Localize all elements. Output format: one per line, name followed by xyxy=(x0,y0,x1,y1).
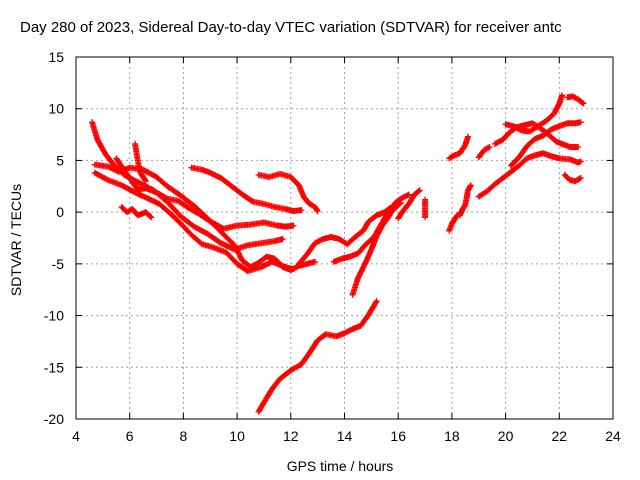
y-tick-label: 5 xyxy=(56,152,64,168)
series-track-4 xyxy=(113,155,297,232)
series-track-13 xyxy=(395,187,423,222)
chart-title: Day 280 of 2023, Sidereal Day-to-day VTE… xyxy=(20,19,562,36)
y-tick-label: -10 xyxy=(44,308,64,324)
x-tick-label: 4 xyxy=(72,428,80,444)
series-track-21 xyxy=(502,92,565,135)
series-track-8 xyxy=(255,170,321,215)
x-tick-label: 6 xyxy=(126,428,134,444)
series-track-14 xyxy=(422,196,429,221)
x-tick-label: 8 xyxy=(180,428,188,444)
series-track-12 xyxy=(255,298,380,415)
y-tick-label: 0 xyxy=(56,204,64,220)
x-tick-label: 18 xyxy=(444,428,460,444)
x-tick-label: 12 xyxy=(283,428,299,444)
series-track-6 xyxy=(118,204,155,221)
y-tick-label: 10 xyxy=(48,101,64,117)
y-tick-label: -5 xyxy=(52,256,65,272)
y-tick-label: 15 xyxy=(48,49,64,65)
series-track-9 xyxy=(295,205,394,267)
y-tick-label: -15 xyxy=(44,359,64,375)
series-track-11 xyxy=(349,199,404,298)
x-tick-label: 14 xyxy=(337,428,353,444)
series-track-24 xyxy=(564,93,587,107)
series-track-16 xyxy=(457,182,474,219)
series-track-20 xyxy=(475,144,493,161)
series-track-15 xyxy=(446,212,461,234)
x-tick-label: 20 xyxy=(498,428,514,444)
x-axis-label: GPS time / hours xyxy=(287,458,394,474)
x-tick-label: 16 xyxy=(390,428,406,444)
axis-ticks: 4 6 8 10 12 14 16 18 20 22 24 -20 -15 -10 -5 0 5 10 15 xyxy=(44,49,621,444)
series-track-5 xyxy=(132,140,149,185)
series-track-23 xyxy=(561,171,584,185)
x-tick-label: 22 xyxy=(552,428,568,444)
data-points xyxy=(89,92,587,415)
series-track-17 xyxy=(446,133,471,162)
y-tick-label: -20 xyxy=(44,411,64,427)
grid-lines xyxy=(76,57,613,419)
series-track-7 xyxy=(188,164,305,215)
series-track-3 xyxy=(91,169,297,275)
series-track-19 xyxy=(491,120,582,150)
y-axis-label: SDTVAR / TECUs xyxy=(8,184,24,296)
plot-border xyxy=(75,56,614,420)
series-track-22 xyxy=(508,119,584,169)
x-tick-label: 10 xyxy=(229,428,245,444)
series-track-18 xyxy=(475,150,584,200)
x-tick-label: 24 xyxy=(605,428,621,444)
